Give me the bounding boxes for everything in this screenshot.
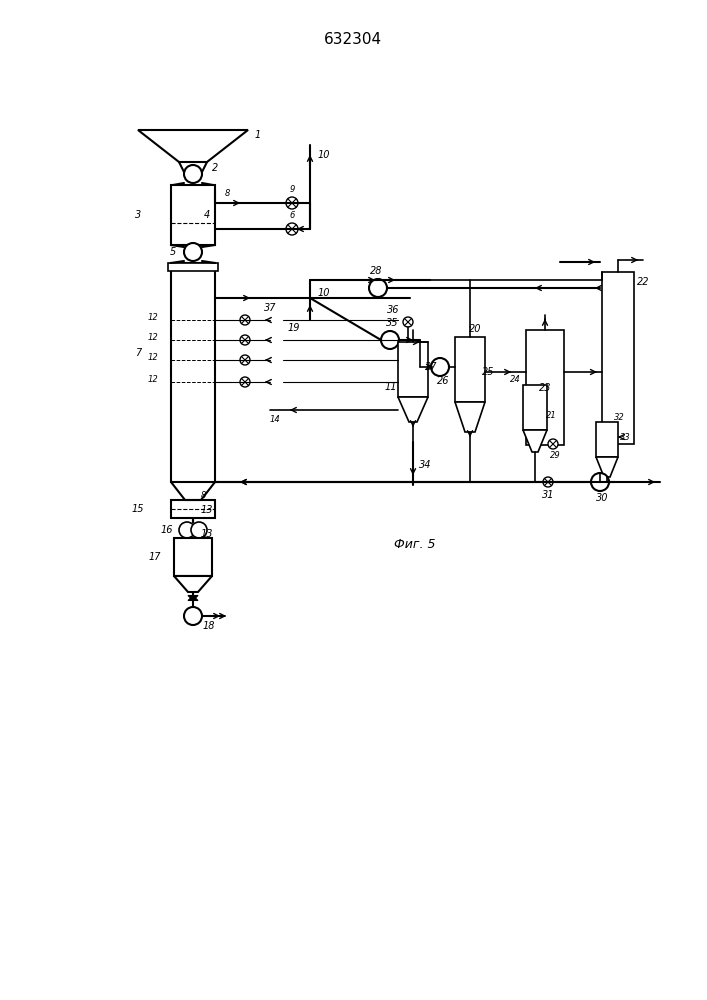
Circle shape — [240, 355, 250, 365]
Text: 31: 31 — [542, 490, 554, 500]
Text: 16: 16 — [160, 525, 173, 535]
Text: 632304: 632304 — [324, 32, 382, 47]
Bar — [526, 330, 564, 445]
Bar — [174, 538, 212, 576]
Circle shape — [431, 358, 449, 376]
Text: 27: 27 — [425, 362, 437, 372]
Text: 6: 6 — [289, 212, 295, 221]
Circle shape — [191, 522, 207, 538]
Bar — [455, 337, 485, 402]
Text: 35: 35 — [386, 318, 398, 328]
Text: 7: 7 — [135, 348, 141, 358]
Text: 23: 23 — [539, 383, 551, 393]
Text: 33: 33 — [619, 432, 631, 442]
Circle shape — [240, 315, 250, 325]
Circle shape — [286, 197, 298, 209]
Circle shape — [240, 335, 250, 345]
Text: 8: 8 — [200, 491, 206, 500]
Text: 37: 37 — [264, 303, 276, 313]
Text: 2: 2 — [212, 163, 218, 173]
Polygon shape — [523, 430, 547, 452]
Bar — [523, 385, 547, 430]
Text: 17: 17 — [148, 552, 161, 562]
Text: 24: 24 — [510, 375, 520, 384]
Text: 32: 32 — [614, 412, 624, 422]
Circle shape — [184, 165, 202, 183]
Circle shape — [548, 439, 558, 449]
Bar — [596, 422, 618, 457]
Text: 4: 4 — [204, 210, 210, 220]
Text: 15: 15 — [132, 504, 144, 514]
Text: 19: 19 — [288, 323, 300, 333]
Text: Фиг. 5: Фиг. 5 — [395, 538, 436, 552]
Circle shape — [591, 473, 609, 491]
Bar — [602, 272, 634, 444]
Text: 30: 30 — [596, 493, 608, 503]
Text: 29: 29 — [549, 452, 561, 460]
Circle shape — [403, 317, 413, 327]
Text: 14: 14 — [269, 416, 281, 424]
Text: 5: 5 — [170, 247, 176, 257]
Bar — [398, 342, 428, 397]
Text: 34: 34 — [419, 460, 431, 470]
Bar — [168, 263, 218, 271]
Polygon shape — [188, 595, 198, 600]
Text: 10: 10 — [317, 150, 330, 160]
Circle shape — [543, 477, 553, 487]
Circle shape — [179, 522, 195, 538]
Text: 12: 12 — [148, 332, 158, 342]
Text: 12: 12 — [148, 312, 158, 322]
Polygon shape — [398, 397, 428, 422]
Polygon shape — [188, 595, 198, 600]
Text: 10: 10 — [317, 288, 330, 298]
Polygon shape — [174, 576, 212, 592]
Text: 8: 8 — [224, 190, 230, 198]
Circle shape — [381, 331, 399, 349]
Text: 11: 11 — [385, 382, 397, 392]
Polygon shape — [596, 457, 618, 477]
Text: 26: 26 — [437, 376, 449, 386]
Text: 12: 12 — [148, 374, 158, 383]
Text: 25: 25 — [481, 367, 494, 377]
Text: 13: 13 — [201, 505, 214, 515]
Polygon shape — [138, 130, 248, 162]
Text: 21: 21 — [546, 410, 556, 420]
Text: 1: 1 — [255, 130, 261, 140]
Bar — [171, 500, 215, 518]
Text: 20: 20 — [469, 324, 481, 334]
Circle shape — [369, 279, 387, 297]
Text: 13: 13 — [201, 529, 214, 539]
Circle shape — [184, 607, 202, 625]
Text: 28: 28 — [370, 266, 382, 276]
Bar — [171, 185, 215, 245]
Text: 3: 3 — [135, 210, 141, 220]
Text: 22: 22 — [637, 277, 649, 287]
Circle shape — [240, 377, 250, 387]
Text: 12: 12 — [148, 353, 158, 361]
Text: 9: 9 — [289, 186, 295, 194]
Text: 18: 18 — [203, 621, 215, 631]
Polygon shape — [455, 402, 485, 432]
Text: 36: 36 — [387, 305, 399, 315]
Circle shape — [184, 243, 202, 261]
Bar — [171, 263, 215, 482]
Circle shape — [286, 223, 298, 235]
